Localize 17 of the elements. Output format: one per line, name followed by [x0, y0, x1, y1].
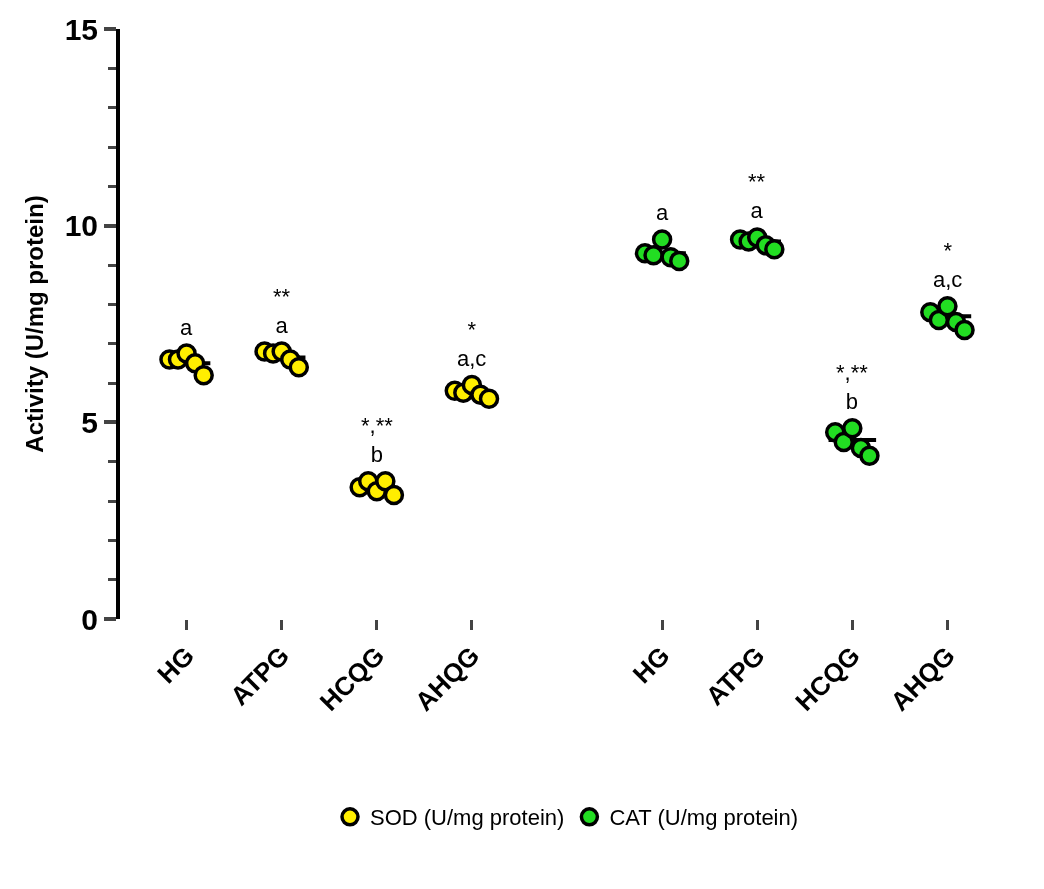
legend-label: CAT (U/mg protein) [609, 805, 799, 831]
data-label: * a,c [933, 238, 963, 292]
x-tick-label: HG [626, 640, 676, 690]
legend-label: SOD (U/mg protein) [370, 805, 565, 831]
y-tick-label: 10 [64, 209, 98, 243]
data-label: a [180, 315, 193, 340]
y-axis-title: Activity (U/mg protein) [21, 195, 49, 453]
y-tick-label: 5 [81, 405, 98, 439]
y-tick-label: 0 [81, 602, 98, 636]
data-label: ** a [273, 284, 291, 338]
x-tick-label: HG [151, 640, 201, 690]
data-label: *,** b [361, 413, 394, 467]
data-label: a [656, 200, 669, 225]
data-label: * a,c [457, 317, 487, 371]
data-label: *,** b [836, 360, 869, 414]
data-label: ** a [748, 169, 766, 223]
y-tick-label: 15 [64, 12, 98, 46]
